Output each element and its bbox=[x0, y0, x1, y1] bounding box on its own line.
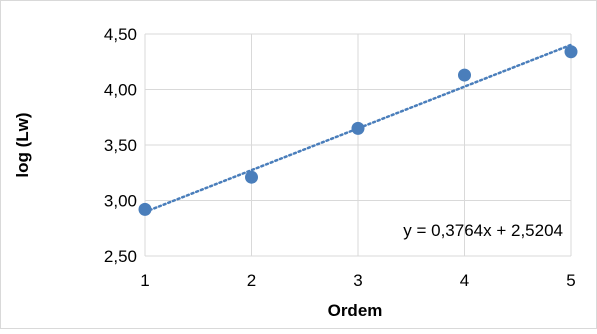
x-tick-label: 3 bbox=[353, 271, 362, 290]
x-tick-label: 1 bbox=[140, 271, 149, 290]
data-point bbox=[351, 121, 365, 135]
x-tick-label: 4 bbox=[460, 271, 469, 290]
data-point bbox=[138, 202, 152, 216]
trendline-equation: y = 0,3764x + 2,5204 bbox=[403, 221, 563, 240]
data-point bbox=[245, 170, 258, 184]
y-tick-label: 2,50 bbox=[104, 247, 137, 266]
y-tick-label: 4,00 bbox=[104, 81, 137, 100]
data-point bbox=[458, 68, 471, 82]
y-tick-label: 3,00 bbox=[104, 192, 137, 211]
x-axis-title: Ordem bbox=[328, 301, 383, 320]
grid bbox=[144, 33, 572, 257]
x-tick-labels: 1 2 3 4 5 bbox=[140, 271, 575, 290]
y-tick-labels: 2,50 3,00 3,50 4,00 4,50 bbox=[104, 25, 137, 266]
y-axis-title: log (Lw) bbox=[13, 112, 32, 177]
x-tick-label: 5 bbox=[566, 271, 575, 290]
data-points bbox=[138, 45, 578, 216]
x-tick-label: 2 bbox=[247, 271, 256, 290]
y-tick-label: 3,50 bbox=[104, 136, 137, 155]
data-point bbox=[564, 45, 578, 59]
y-tick-label: 4,50 bbox=[104, 25, 137, 44]
